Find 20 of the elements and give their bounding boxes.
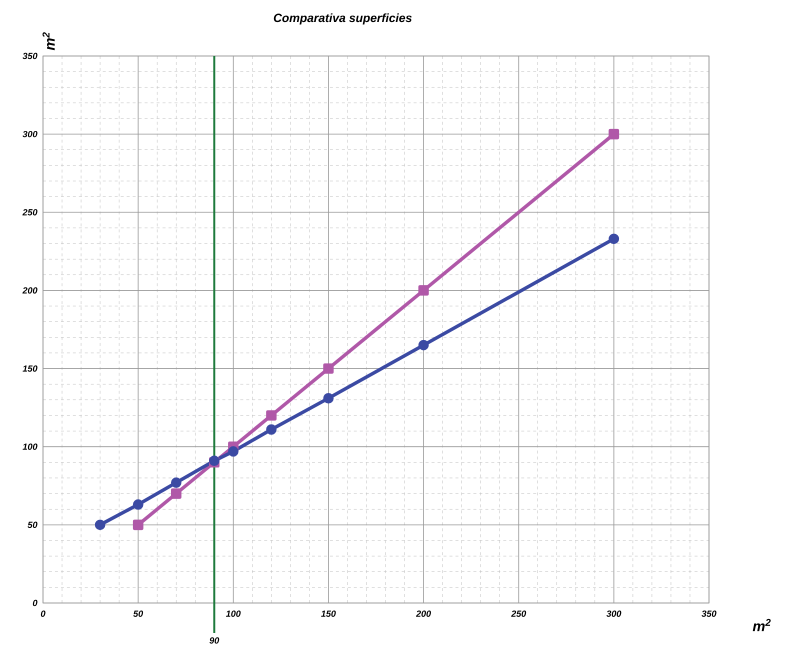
x-tick-label: 250 [511, 610, 526, 617]
ref-line-label: 90 [209, 637, 220, 644]
x-tick-label: 50 [133, 610, 144, 617]
x-tick-label: 350 [702, 610, 716, 617]
x-tick-label: 100 [226, 610, 241, 617]
y-tick-label: 300 [22, 130, 38, 138]
x-tick-label: 300 [606, 610, 622, 617]
y-tick-label: 350 [22, 52, 38, 60]
x-tick-label: 200 [416, 610, 431, 617]
y-tick-label: 150 [22, 365, 38, 372]
y-tick-label: 250 [22, 209, 38, 216]
x-axis-title: m$^{2}$ [752, 618, 771, 632]
y-tick-label: 200 [22, 287, 38, 294]
x-tick-label: 150 [321, 610, 336, 617]
y-tick-label: 0 [32, 600, 38, 606]
y-tick-label: 50 [28, 522, 38, 528]
x-tick-label: 0 [40, 610, 46, 617]
y-tick-label: 100 [22, 444, 38, 450]
y-axis-title: m$^{2}$ [42, 32, 55, 50]
chart-title: Comparativa superficies [274, 13, 412, 24]
